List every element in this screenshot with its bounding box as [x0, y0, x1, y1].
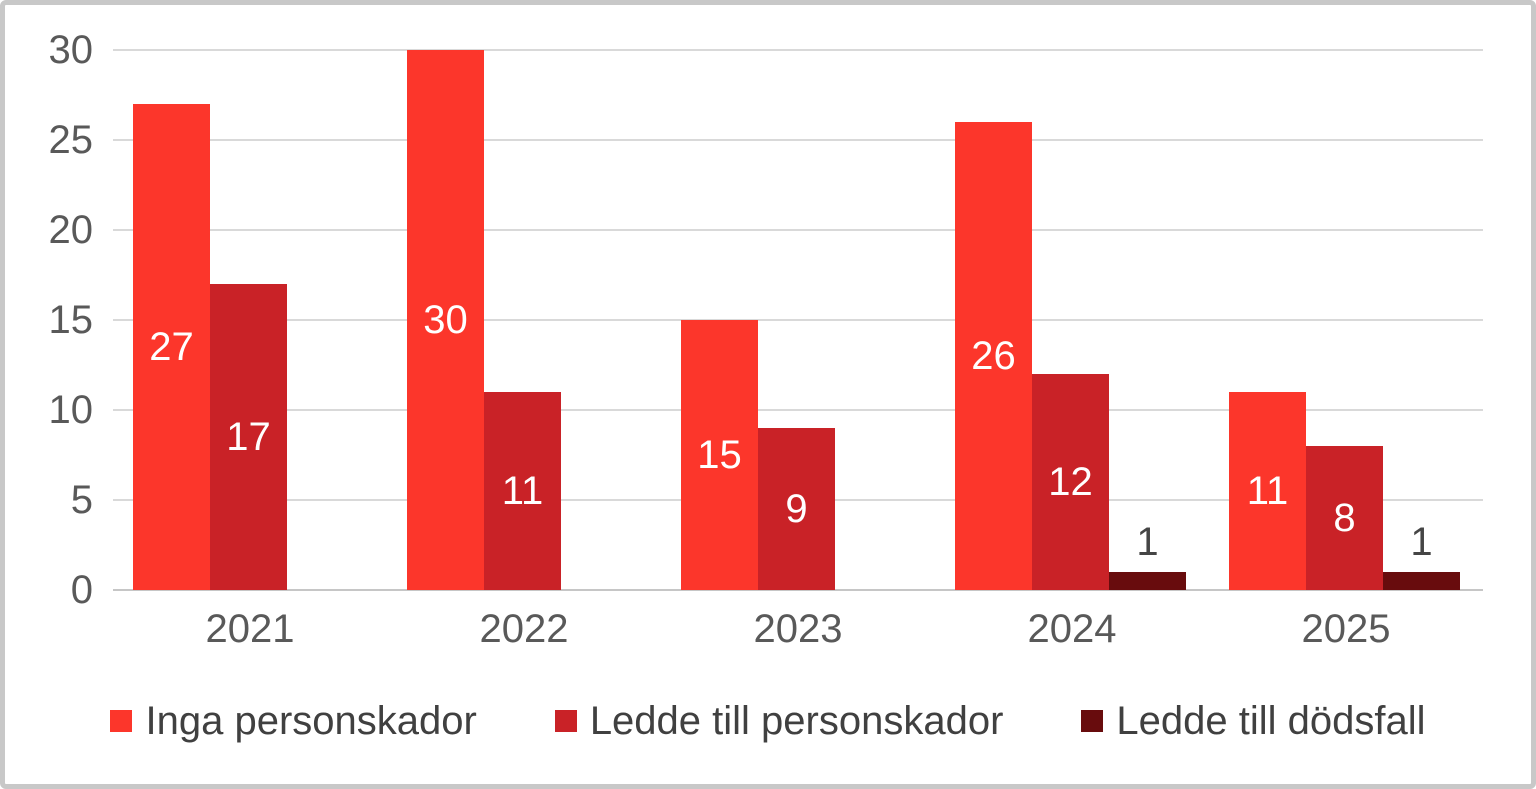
legend-item-3: Ledde till dödsfall	[1081, 697, 1426, 745]
legend: Inga personskador Ledde till personskador…	[5, 697, 1531, 745]
bar-data-label: 17	[226, 415, 271, 459]
bar-data-label: 1	[1410, 520, 1433, 564]
bar-2024-series-1	[955, 122, 1032, 590]
gridline	[113, 589, 1483, 591]
x-tick-label: 2023	[753, 607, 843, 651]
bar-data-label: 26	[971, 334, 1016, 378]
gridline	[113, 139, 1483, 141]
bar-2021-series-1	[133, 104, 210, 590]
y-tick-label: 15	[48, 298, 94, 342]
gridline	[113, 49, 1483, 51]
bar-2023-series-2	[758, 428, 835, 590]
gridline	[113, 229, 1483, 231]
bar-2025-series-2	[1306, 446, 1383, 590]
legend-swatch-icon	[110, 710, 133, 732]
x-tick-label: 2021	[205, 607, 295, 651]
bar-2025-series-3	[1383, 572, 1460, 590]
legend-item-label: Inga personskador	[145, 699, 477, 743]
legend-item-label: Ledde till personskador	[589, 699, 1004, 743]
x-tick-label: 2025	[1301, 607, 1391, 651]
bar-2022-series-2	[484, 392, 561, 590]
bar-data-label: 11	[1246, 469, 1289, 513]
legend-swatch-icon	[1081, 710, 1104, 732]
bar-2021-series-2	[210, 284, 287, 590]
x-tick-label: 2022	[479, 607, 569, 651]
bar-2022-series-1	[407, 50, 484, 590]
bar-2024-series-3	[1109, 572, 1186, 590]
bar-2025-series-1	[1229, 392, 1306, 590]
gridline	[113, 319, 1483, 321]
y-tick-label: 10	[48, 388, 94, 432]
bar-2023-series-1	[681, 320, 758, 590]
bar-data-label: 15	[697, 433, 742, 477]
y-tick-label: 5	[70, 478, 93, 522]
legend-item-2: Ledde till personskador	[554, 697, 1004, 745]
x-tick-label: 2024	[1027, 607, 1117, 651]
gridline	[113, 409, 1483, 411]
bar-data-label: 12	[1048, 460, 1093, 504]
plot-area: 27 17 30 11 15 9 26 12 1 11 8 1	[113, 49, 1483, 591]
legend-swatch-icon	[554, 710, 577, 732]
bar-data-label: 1	[1136, 520, 1159, 564]
bar-data-label: 30	[423, 298, 468, 342]
legend-item-label: Ledde till dödsfall	[1116, 699, 1426, 743]
bar-data-label: 27	[149, 325, 194, 369]
bar-data-label: 11	[501, 469, 544, 513]
legend-item-1: Inga personskador	[110, 697, 477, 745]
bar-data-label: 9	[785, 487, 808, 531]
bar-2024-series-2	[1032, 374, 1109, 590]
y-tick-label: 20	[48, 208, 94, 252]
y-tick-label: 25	[48, 118, 94, 162]
y-tick-label: 0	[70, 568, 93, 612]
bar-data-label: 8	[1333, 496, 1356, 540]
y-tick-label: 30	[48, 28, 94, 72]
